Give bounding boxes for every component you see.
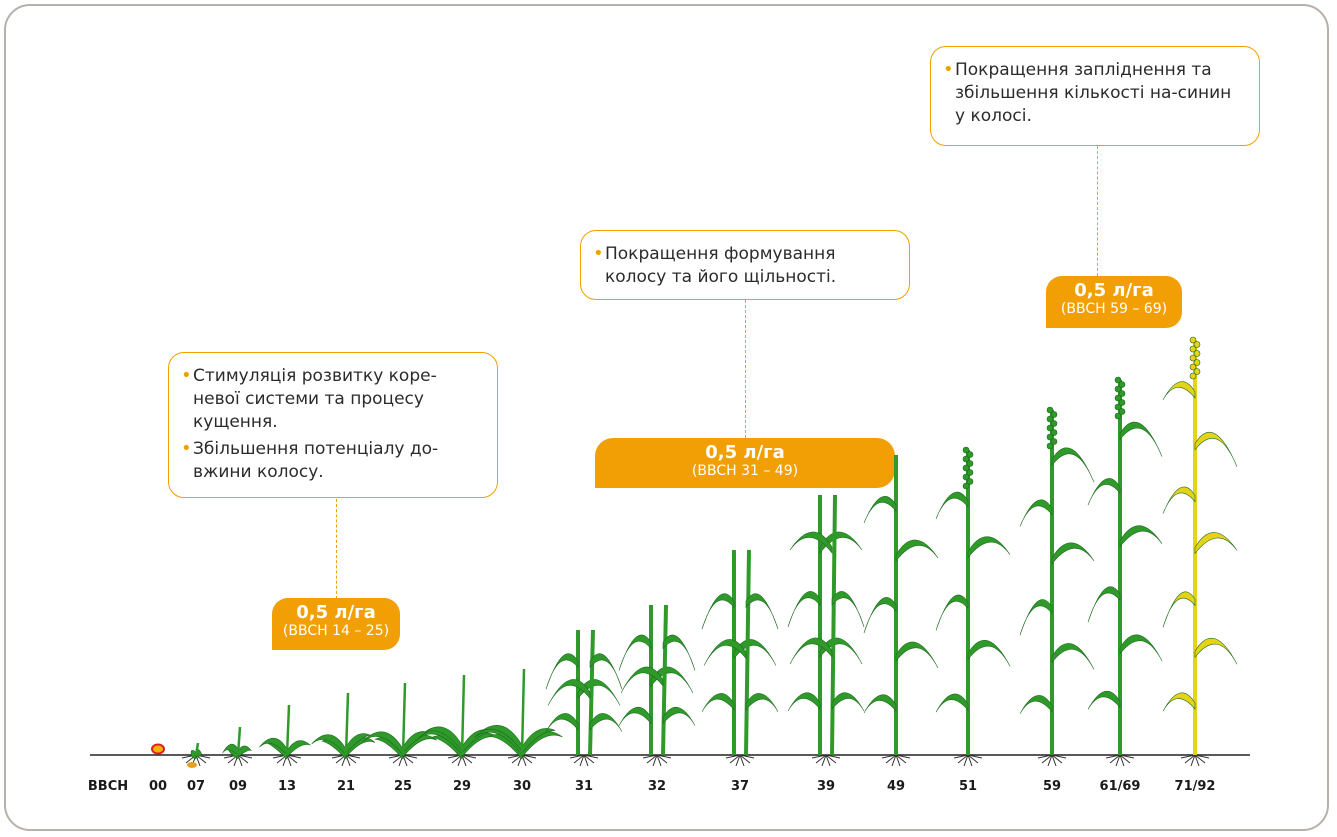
stage-label: 29 [452, 779, 472, 794]
dose-badge-2: 0,5 л/га (BBCH 31 – 49) [595, 438, 895, 488]
benefit-callout-2: Покращення формування колосу та його щіл… [580, 230, 910, 300]
benefit-2-1: Покращення формування колосу та його щіл… [593, 242, 893, 289]
plant-stage-25 [362, 682, 437, 767]
plant-stage-37 [701, 549, 779, 767]
connector-1 [336, 499, 337, 599]
stage-label: 59 [1042, 779, 1062, 794]
dose-badge-3: 0,5 л/га (BBCH 59 – 69) [1046, 276, 1182, 328]
stage-label: 13 [277, 779, 297, 794]
dose-rate-3: 0,5 л/га [1074, 280, 1154, 301]
plant-stage-59 [1019, 406, 1095, 767]
plant-stage-00 [151, 743, 165, 755]
benefit-1-1: Стимуляція розвитку коре-невої системи т… [181, 364, 481, 434]
stage-label: 07 [186, 779, 206, 794]
plant-stage-39 [787, 494, 865, 767]
benefit-3-1: Покращення запліднення та збільшення кіл… [943, 58, 1243, 128]
plant-stage-31 [545, 629, 623, 767]
plant-stage-61-69 [1087, 376, 1163, 767]
plant-stage-29 [417, 674, 500, 767]
connector-2 [745, 300, 746, 438]
dose-range-3: (BBCH 59 – 69) [1060, 301, 1168, 317]
plant-stage-71-92 [1162, 336, 1238, 767]
stage-label: 49 [886, 779, 906, 794]
plant-stage-30 [474, 668, 563, 767]
dose-rate-1: 0,5 л/га [296, 602, 376, 623]
plant-stage-13 [259, 704, 311, 767]
stage-label: 71/92 [1174, 779, 1216, 794]
benefit-callout-3: Покращення запліднення та збільшення кіл… [930, 46, 1260, 146]
stage-label: 25 [393, 779, 413, 794]
connector-3 [1097, 146, 1098, 276]
dose-range-1: (BBCH 14 – 25) [282, 623, 390, 639]
axis-prefix: BBCH [87, 779, 129, 794]
dose-range-2: (BBCH 31 – 49) [691, 463, 799, 479]
plant-stage-07 [181, 742, 211, 768]
plant-stage-32 [618, 604, 696, 767]
stage-label: 39 [816, 779, 836, 794]
benefit-1-2: Збільшення потенціалу до-вжини колосу. [181, 437, 481, 484]
plant-stage-49 [863, 455, 939, 767]
benefit-callout-1: Стимуляція розвитку коре-невої системи т… [168, 352, 498, 498]
stage-label: 09 [228, 779, 248, 794]
stage-label: 31 [574, 779, 594, 794]
stage-label: 32 [647, 779, 667, 794]
plant-stage-51 [935, 446, 1011, 767]
stage-label: 51 [958, 779, 978, 794]
plant-stage-21 [311, 692, 376, 767]
stage-label: 61/69 [1099, 779, 1141, 794]
dose-rate-2: 0,5 л/га [705, 442, 785, 463]
stage-label: 37 [730, 779, 750, 794]
stage-label: 21 [336, 779, 356, 794]
stage-label: 00 [148, 779, 168, 794]
diagram-frame [4, 4, 1329, 831]
stage-label: 30 [512, 779, 532, 794]
dose-badge-1: 0,5 л/га (BBCH 14 – 25) [272, 598, 400, 650]
plant-stage-09 [222, 726, 253, 767]
